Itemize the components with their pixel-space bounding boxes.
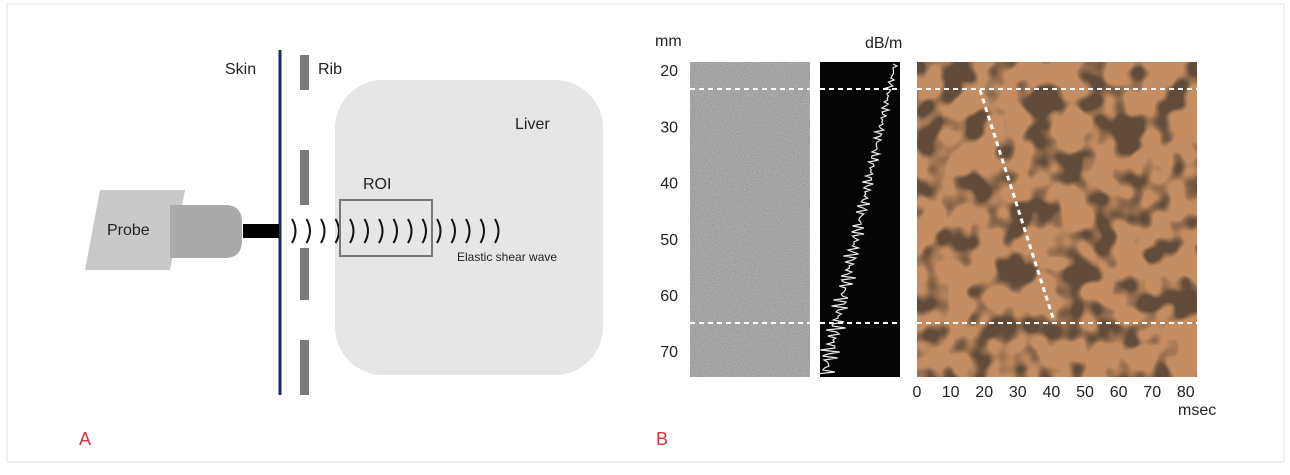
wave-arc	[307, 219, 311, 243]
probe-label: Probe	[107, 222, 150, 239]
panel-b: mm dB/m msec B 20 30 40 50 60 70 0 10 20 30 40 50 60…	[655, 33, 1216, 449]
time-label: 80	[1177, 384, 1195, 401]
panel-label: A	[79, 429, 91, 449]
time-label: 0	[913, 384, 922, 401]
skin-label: Skin	[225, 61, 256, 78]
time-label: 40	[1043, 384, 1061, 401]
depth-label: 40	[660, 176, 678, 193]
wave-arc	[292, 219, 296, 243]
time-unit: msec	[1178, 402, 1216, 419]
wave-label: Elastic shear wave	[457, 250, 557, 264]
rib	[300, 55, 309, 395]
b-mode-texture	[690, 62, 810, 377]
time-label: 10	[942, 384, 960, 401]
probe-head	[170, 205, 242, 258]
depth-label: 50	[660, 232, 678, 249]
elastogram-texture	[917, 62, 1197, 377]
time-label: 30	[1009, 384, 1027, 401]
time-label: 20	[975, 384, 993, 401]
depth-unit: mm	[655, 33, 682, 50]
time-label: 60	[1110, 384, 1128, 401]
figure: Skin Rib Liver ROI Probe Elastic shear w…	[0, 0, 1290, 470]
depth-label: 70	[660, 344, 678, 361]
rib-label: Rib	[318, 61, 342, 78]
depth-label: 30	[660, 119, 678, 136]
liver-label: Liver	[515, 116, 550, 133]
panel-a: Skin Rib Liver ROI Probe Elastic shear w…	[79, 50, 603, 449]
wave-arc	[321, 219, 325, 243]
depth-label: 20	[660, 63, 678, 80]
attenuation-unit: dB/m	[865, 35, 902, 52]
panel-label: B	[656, 429, 668, 449]
roi-label: ROI	[363, 176, 391, 193]
time-label: 50	[1076, 384, 1094, 401]
depth-label: 60	[660, 288, 678, 305]
probe-tip	[243, 224, 279, 238]
time-label: 70	[1143, 384, 1161, 401]
